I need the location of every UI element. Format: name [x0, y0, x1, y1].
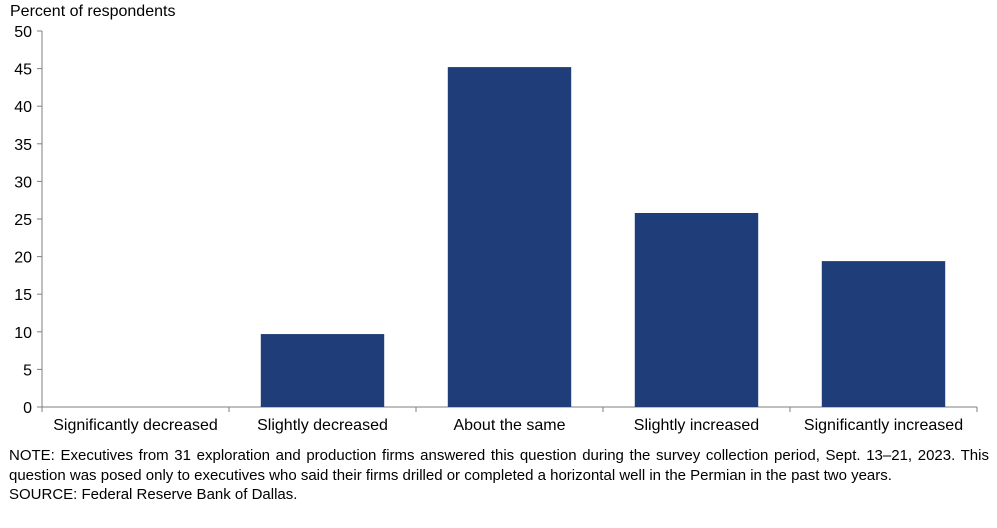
y-tick-label: 50 [14, 24, 32, 41]
y-tick-label: 40 [14, 99, 32, 116]
y-tick-label: 25 [14, 212, 32, 229]
bar [447, 67, 572, 407]
x-tick-label: Significantly increased [804, 417, 963, 434]
x-tick-label: Significantly decreased [53, 417, 218, 434]
source-text: SOURCE: Federal Reserve Bank of Dallas. [9, 486, 298, 503]
y-tick-label: 45 [14, 62, 32, 79]
y-tick-label: 15 [14, 287, 32, 304]
note-text: NOTE: Executives from 31 exploration and… [9, 447, 989, 484]
bar-chart: 0 5 10 15 20 25 30 35 40 45 50 Significantly decre… [14, 24, 978, 434]
bar [821, 261, 946, 407]
x-tick-label: Slightly decreased [257, 417, 388, 434]
y-tick-label: 0 [23, 400, 32, 417]
y-tick-label: 10 [14, 325, 32, 342]
x-axis: Significantly decreased Slightly decrease… [41, 406, 978, 434]
y-tick-label: 30 [14, 174, 32, 191]
y-tick-label: 35 [14, 137, 32, 154]
chart-notes: NOTE: Executives from 31 exploration and… [9, 446, 989, 505]
x-tick-label: Slightly increased [634, 417, 759, 434]
bar [634, 212, 759, 407]
y-tick-label: 5 [23, 362, 32, 379]
y-axis: 0 5 10 15 20 25 30 35 40 45 50 [14, 24, 43, 417]
x-tick-label: About the same [453, 417, 565, 434]
bar [260, 334, 385, 407]
y-axis-title: Percent of respondents [10, 3, 176, 20]
bars [260, 67, 946, 407]
y-tick-label: 20 [14, 250, 32, 267]
